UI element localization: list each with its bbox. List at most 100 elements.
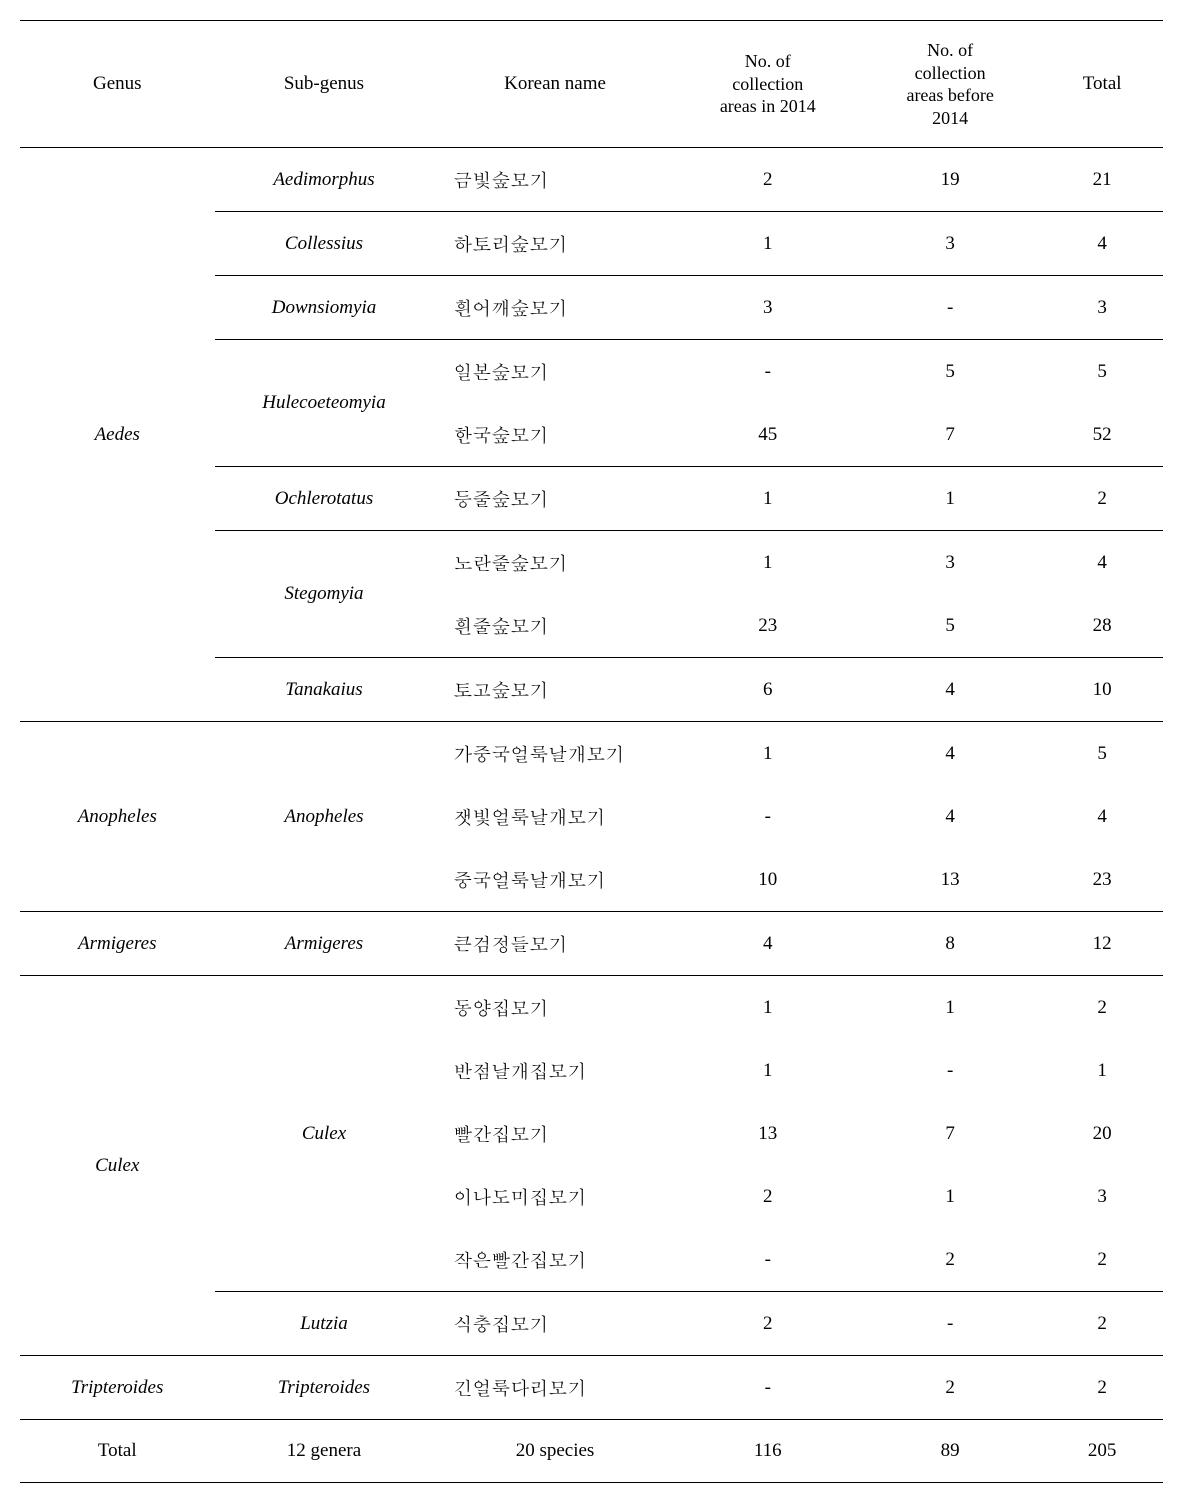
table-row: ArmigeresArmigeres큰검정들모기4812 (20, 912, 1163, 976)
korean-name-cell: 노란줄숲모기 (433, 531, 676, 595)
totals-row: Total12 genera20 species11689205 (20, 1420, 1163, 1483)
korean-name-cell: 중국얼룩날개모기 (433, 848, 676, 912)
subgenus-cell: Aedimorphus (215, 148, 434, 212)
korean-name-cell: 동양집모기 (433, 976, 676, 1040)
value-2014-cell: 1 (677, 976, 859, 1040)
row-total-cell: 5 (1041, 340, 1163, 404)
value-2014-cell: 2 (677, 1165, 859, 1228)
row-total-cell: 52 (1041, 403, 1163, 467)
korean-name-cell: 큰검정들모기 (433, 912, 676, 976)
header-total: Total (1041, 21, 1163, 148)
korean-name-cell: 토고숲모기 (433, 658, 676, 722)
value-before-cell: 1 (859, 1165, 1041, 1228)
table-row: CulexCulex동양집모기112 (20, 976, 1163, 1040)
table-body: AedesAedimorphus금빛숲모기21921Collessius하토리숲… (20, 148, 1163, 1483)
header-subgenus: Sub-genus (215, 21, 434, 148)
genus-cell: Anopheles (20, 722, 215, 912)
value-before-cell: 19 (859, 148, 1041, 212)
value-before-cell: 8 (859, 912, 1041, 976)
header-genus: Genus (20, 21, 215, 148)
genus-cell: Culex (20, 976, 215, 1356)
value-2014-cell: 13 (677, 1102, 859, 1165)
value-before-cell: - (859, 1292, 1041, 1356)
korean-name-cell: 흰어깨숲모기 (433, 276, 676, 340)
subgenus-cell: Armigeres (215, 912, 434, 976)
genus-cell: Tripteroides (20, 1356, 215, 1420)
subgenus-cell: Collessius (215, 212, 434, 276)
totals-species: 20 species (433, 1420, 676, 1483)
row-total-cell: 4 (1041, 212, 1163, 276)
value-before-cell: 3 (859, 212, 1041, 276)
row-total-cell: 2 (1041, 976, 1163, 1040)
totals-genera: 12 genera (215, 1420, 434, 1483)
value-before-cell: - (859, 1039, 1041, 1102)
row-total-cell: 1 (1041, 1039, 1163, 1102)
row-total-cell: 12 (1041, 912, 1163, 976)
value-before-cell: 4 (859, 722, 1041, 786)
korean-name-cell: 하토리숲모기 (433, 212, 676, 276)
korean-name-cell: 등줄숲모기 (433, 467, 676, 531)
value-before-cell: 1 (859, 976, 1041, 1040)
value-before-cell: 13 (859, 848, 1041, 912)
value-2014-cell: 2 (677, 148, 859, 212)
table-header-row: Genus Sub-genus Korean name No. ofcollec… (20, 21, 1163, 148)
korean-name-cell: 일본숲모기 (433, 340, 676, 404)
value-2014-cell: 1 (677, 212, 859, 276)
value-before-cell: 7 (859, 403, 1041, 467)
subgenus-cell: Culex (215, 976, 434, 1292)
value-2014-cell: 1 (677, 1039, 859, 1102)
value-2014-cell: - (677, 1356, 859, 1420)
value-2014-cell: 1 (677, 467, 859, 531)
korean-name-cell: 반점날개집모기 (433, 1039, 676, 1102)
header-colbefore: No. ofcollectionareas before2014 (859, 21, 1041, 148)
value-2014-cell: 3 (677, 276, 859, 340)
row-total-cell: 21 (1041, 148, 1163, 212)
row-total-cell: 28 (1041, 594, 1163, 658)
row-total-cell: 20 (1041, 1102, 1163, 1165)
row-total-cell: 3 (1041, 1165, 1163, 1228)
genus-cell: Armigeres (20, 912, 215, 976)
header-col2014: No. ofcollectionareas in 2014 (677, 21, 859, 148)
row-total-cell: 4 (1041, 531, 1163, 595)
value-before-cell: - (859, 276, 1041, 340)
korean-name-cell: 금빛숲모기 (433, 148, 676, 212)
value-before-cell: 2 (859, 1356, 1041, 1420)
korean-name-cell: 빨간집모기 (433, 1102, 676, 1165)
subgenus-cell: Stegomyia (215, 531, 434, 658)
value-2014-cell: - (677, 340, 859, 404)
value-before-cell: 1 (859, 467, 1041, 531)
header-korean: Korean name (433, 21, 676, 148)
row-total-cell: 2 (1041, 1228, 1163, 1292)
genus-cell: Aedes (20, 148, 215, 722)
subgenus-cell: Lutzia (215, 1292, 434, 1356)
row-total-cell: 5 (1041, 722, 1163, 786)
totals-v2: 89 (859, 1420, 1041, 1483)
value-2014-cell: - (677, 1228, 859, 1292)
row-total-cell: 23 (1041, 848, 1163, 912)
value-2014-cell: 45 (677, 403, 859, 467)
value-before-cell: 5 (859, 340, 1041, 404)
korean-name-cell: 잿빛얼룩날개모기 (433, 785, 676, 848)
value-2014-cell: 6 (677, 658, 859, 722)
row-total-cell: 2 (1041, 1356, 1163, 1420)
row-total-cell: 4 (1041, 785, 1163, 848)
table-row: AnophelesAnopheles가중국얼룩날개모기145 (20, 722, 1163, 786)
table-row: AedesAedimorphus금빛숲모기21921 (20, 148, 1163, 212)
subgenus-cell: Hulecoeteomyia (215, 340, 434, 467)
value-2014-cell: 1 (677, 531, 859, 595)
species-table: Genus Sub-genus Korean name No. ofcollec… (20, 20, 1163, 1483)
value-before-cell: 2 (859, 1228, 1041, 1292)
korean-name-cell: 흰줄숲모기 (433, 594, 676, 658)
korean-name-cell: 이나도미집모기 (433, 1165, 676, 1228)
totals-total: 205 (1041, 1420, 1163, 1483)
row-total-cell: 3 (1041, 276, 1163, 340)
value-before-cell: 5 (859, 594, 1041, 658)
value-2014-cell: 10 (677, 848, 859, 912)
subgenus-cell: Downsiomyia (215, 276, 434, 340)
table-row: TripteroidesTripteroides긴얼룩다리모기-22 (20, 1356, 1163, 1420)
totals-v1: 116 (677, 1420, 859, 1483)
row-total-cell: 2 (1041, 1292, 1163, 1356)
subgenus-cell: Ochlerotatus (215, 467, 434, 531)
subgenus-cell: Tripteroides (215, 1356, 434, 1420)
korean-name-cell: 가중국얼룩날개모기 (433, 722, 676, 786)
